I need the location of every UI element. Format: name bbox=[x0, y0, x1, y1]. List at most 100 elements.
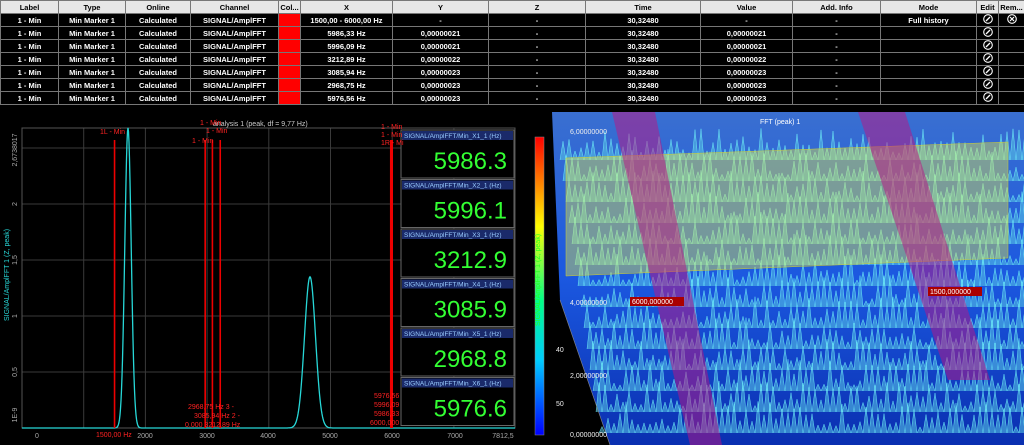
table-row: 1 - Min Min Marker 1 Calculated SIGNAL/Ampl… bbox=[0, 13, 1024, 27]
edit-cell bbox=[976, 91, 999, 105]
column-header: Add. Info bbox=[792, 0, 881, 14]
table-body: 1 - Min Min Marker 1 Calculated SIGNAL/Ampl… bbox=[0, 13, 1024, 105]
x-tick-label: 0 bbox=[35, 433, 39, 440]
edit-icon[interactable] bbox=[982, 40, 993, 50]
table-cell: 0,00000022 bbox=[700, 52, 793, 66]
remove-cell bbox=[998, 39, 1024, 53]
x-tick-label: 7812,5 bbox=[492, 433, 514, 440]
marker-label: 1 - Min bbox=[206, 128, 228, 135]
marker-lines bbox=[113, 140, 394, 428]
waterfall-axis-label: 2,00000000 bbox=[570, 373, 607, 380]
y-tick-label: 2 bbox=[12, 202, 19, 206]
marker-label: 1 - Min bbox=[381, 124, 403, 131]
table-cell: 0,00000021 bbox=[700, 39, 793, 53]
table-cell bbox=[880, 52, 977, 66]
spectrum-curve bbox=[22, 127, 515, 429]
remove-cell bbox=[998, 78, 1024, 92]
edit-icon[interactable] bbox=[982, 53, 993, 63]
column-header: Y bbox=[392, 0, 489, 14]
table-cell: 30,32480 bbox=[585, 13, 701, 27]
display-title-bar bbox=[402, 279, 513, 289]
table-cell: 1 - Min bbox=[0, 13, 59, 27]
color-swatch bbox=[278, 13, 301, 27]
marker-band bbox=[858, 112, 990, 380]
table-cell: 0,00000023 bbox=[700, 78, 793, 92]
display-value: 3085.9 bbox=[434, 297, 507, 324]
marker-label: 5996,09 bbox=[374, 402, 399, 409]
remove-icon[interactable] bbox=[1006, 14, 1017, 24]
table-row: 1 - Min Min Marker 1 Calculated SIGNAL/Ampl… bbox=[0, 26, 1024, 40]
remove-cell bbox=[998, 26, 1024, 40]
table-cell: 0,00000022 bbox=[392, 52, 489, 66]
display-value: 3212.9 bbox=[434, 247, 507, 274]
edit-icon[interactable] bbox=[982, 92, 993, 102]
edit-cell bbox=[976, 26, 999, 40]
edit-cell bbox=[976, 39, 999, 53]
edit-icon[interactable] bbox=[982, 14, 993, 24]
column-header: Channel bbox=[190, 0, 279, 14]
display-title-bar bbox=[402, 230, 513, 239]
table-cell: Calculated bbox=[125, 26, 191, 40]
axis-edge bbox=[559, 299, 611, 445]
table-cell: 30,32480 bbox=[585, 52, 701, 66]
table-cell: - bbox=[792, 65, 881, 79]
display-title: SIGNAL/AmplFFT/Min_X1_1 (Hz) bbox=[404, 133, 502, 140]
column-header: Type bbox=[58, 0, 126, 14]
labels: 0 2000 3000 4000 5000 6000 7000 7812,5 1E-9 0,5 1 1… bbox=[12, 120, 982, 440]
marker-label: 5976,56 bbox=[374, 393, 399, 400]
edit-icon[interactable] bbox=[982, 27, 993, 37]
table-cell: Calculated bbox=[125, 78, 191, 92]
table-cell: 30,32480 bbox=[585, 26, 701, 40]
display-title-bar bbox=[402, 131, 513, 140]
display-title-bar bbox=[402, 180, 513, 190]
edit-icon[interactable] bbox=[982, 79, 993, 89]
table-cell: Calculated bbox=[125, 39, 191, 53]
column-header: Time bbox=[585, 0, 701, 14]
header-row: Label Type Online Channel Col... X Y Z Time Value… bbox=[0, 0, 1024, 14]
marker-label: 1 - Min bbox=[192, 138, 214, 145]
table-cell: 0,00000023 bbox=[700, 91, 793, 105]
table-cell: 5986,33 Hz bbox=[300, 26, 393, 40]
marker-label: 1 - Min bbox=[200, 120, 222, 127]
column-header: Mode bbox=[880, 0, 977, 14]
waterfall-axis-label: 0,00000000 bbox=[570, 432, 607, 439]
remove-cell bbox=[998, 52, 1024, 66]
column-header: X bbox=[300, 0, 393, 14]
table-cell: - bbox=[700, 13, 793, 27]
color-swatch bbox=[278, 91, 301, 105]
waterfall-axis-label: 6,00000000 bbox=[570, 129, 607, 136]
column-header: Col... bbox=[278, 0, 301, 14]
table-cell: 1 - Min bbox=[0, 26, 59, 40]
waterfall-marker-label: 6000,000000 bbox=[632, 299, 673, 306]
table-cell: 1500,00 - 6000,00 Hz bbox=[300, 13, 393, 27]
display-title: SIGNAL/AmplFFT/Min_X2_1 (Hz) bbox=[404, 183, 502, 190]
edit-icon[interactable] bbox=[982, 66, 993, 76]
table-cell: Calculated bbox=[125, 91, 191, 105]
marker-label: 1R - Mi bbox=[381, 140, 404, 147]
waterfall-3d: FFT (peak) 1 SIGNAL/AmplFFT 1 (Z, peak) bbox=[521, 112, 1024, 445]
table-cell: Full history bbox=[880, 13, 977, 27]
table-cell: SIGNAL/AmplFFT bbox=[190, 13, 279, 27]
y-tick-label: 2,6738017 bbox=[12, 133, 19, 166]
color-swatch bbox=[278, 52, 301, 66]
marker-table: Label Type Online Channel Col... X Y Z Time Value… bbox=[0, 0, 1024, 105]
column-header: Edit bbox=[976, 0, 999, 14]
waterfall-title: FFT (peak) 1 bbox=[760, 119, 800, 126]
table-cell: 30,32480 bbox=[585, 91, 701, 105]
table-cell: - bbox=[792, 13, 881, 27]
table-cell: 5976,56 Hz bbox=[300, 91, 393, 105]
waterfall-axis-label: 4,00000000 bbox=[570, 300, 607, 307]
table-cell: 0,00000023 bbox=[392, 78, 489, 92]
waterfall-axis-label: 50 bbox=[556, 401, 564, 408]
table-cell: Calculated bbox=[125, 13, 191, 27]
table-cell: Min Marker 1 bbox=[58, 78, 126, 92]
column-header: Value bbox=[700, 0, 793, 14]
table-cell: 0,00000021 bbox=[700, 26, 793, 40]
table-cell: - bbox=[488, 65, 586, 79]
remove-cell bbox=[998, 65, 1024, 79]
marker-tag bbox=[630, 297, 684, 306]
x-tick-label: 4000 bbox=[260, 433, 276, 440]
table-cell: 30,32480 bbox=[585, 65, 701, 79]
table-cell: SIGNAL/AmplFFT bbox=[190, 91, 279, 105]
